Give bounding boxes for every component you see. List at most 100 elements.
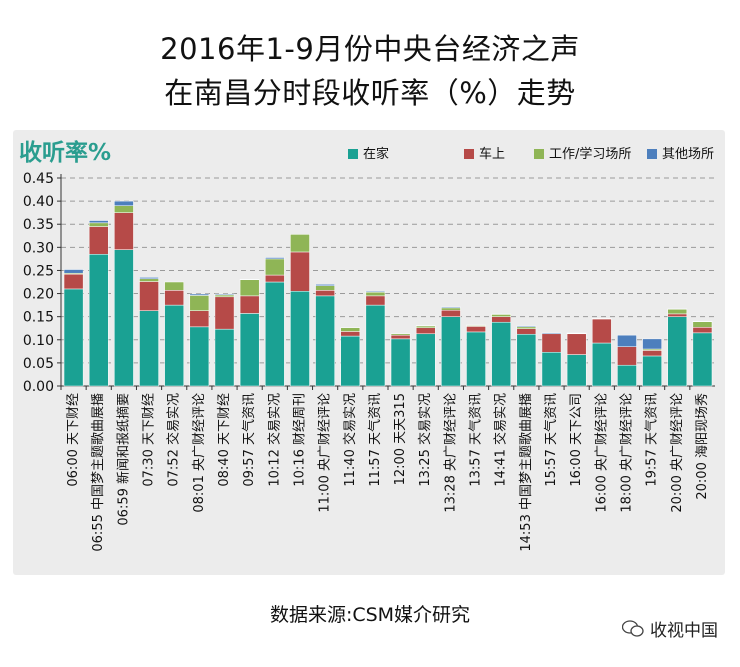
x-tick-label: 13:25 交易实况 <box>417 393 433 487</box>
legend-swatch-1 <box>464 149 474 159</box>
bar-segment-1 <box>214 296 235 330</box>
bar-segment-2 <box>315 285 335 291</box>
bar-segment-3 <box>441 306 461 309</box>
x-tick-label: 07:52 交易实况 <box>166 393 182 487</box>
bar-segment-3 <box>516 325 537 328</box>
y-tick-label: 0.05 <box>23 356 54 372</box>
bar-segment-1 <box>290 251 310 292</box>
bar-segment-3 <box>365 290 386 293</box>
watermark-text: 收视中国 <box>650 621 718 641</box>
bar-segment-3 <box>617 334 637 347</box>
y-tick-label: 0.10 <box>23 333 54 349</box>
bar-segment-3 <box>214 293 235 296</box>
bar-segment-1 <box>189 310 210 328</box>
watermark: 收视中国 <box>622 616 718 641</box>
bar-segment-0 <box>491 321 512 387</box>
bar-segment-0 <box>290 290 310 387</box>
bar-segment-1 <box>88 226 109 255</box>
y-tick-label: 0.00 <box>23 379 54 395</box>
bar-segment-2 <box>516 326 537 329</box>
x-tick-label: 11:40 交易实况 <box>342 393 358 487</box>
bar-segment-0 <box>667 316 688 387</box>
bar-segment-1 <box>114 212 134 250</box>
legend-label-3: 其他场所 <box>662 147 714 162</box>
bar-segment-2 <box>139 278 159 282</box>
bar-segment-0 <box>415 333 436 387</box>
y-tick-label: 0.30 <box>23 240 54 256</box>
y-tick-label: 0.35 <box>23 217 54 233</box>
x-tick-label: 11:57 天气资讯 <box>367 393 383 487</box>
bar-segment-0 <box>516 333 537 387</box>
bar-segment-0 <box>114 249 134 387</box>
bar-segment-2 <box>88 222 109 227</box>
bar-segment-1 <box>617 346 637 366</box>
bar-segment-0 <box>63 288 84 387</box>
bar-segment-1 <box>164 290 185 306</box>
bar-segment-2 <box>692 321 713 328</box>
x-tick-label: 14:41 交易实况 <box>493 393 509 487</box>
x-tick-label: 10:16 财经周刊 <box>292 393 307 487</box>
data-source: 数据来源:CSM媒介研究 <box>269 604 471 626</box>
x-tick-label: 10:12 交易实况 <box>266 393 282 487</box>
x-tick-label: 06:00 天下财经 <box>66 393 81 487</box>
x-tick-label: 09:57 天气资讯 <box>241 393 257 487</box>
bar-segment-0 <box>189 326 210 387</box>
bar-segment-3 <box>189 293 210 296</box>
chart-title-line1: 2016年1-9月份中央台经济之声 <box>160 32 580 66</box>
bar-segment-1 <box>566 333 587 355</box>
x-tick-label: 20:00 海阳现场秀 <box>695 393 710 500</box>
bar-segment-2 <box>441 307 461 311</box>
x-tick-label: 20:00 央广财经评论 <box>670 393 685 513</box>
bar-segment-1 <box>315 290 335 297</box>
bar-segment-0 <box>139 310 159 387</box>
bar-segment-3 <box>139 277 159 280</box>
x-tick-label: 19:57 天气资讯 <box>644 393 660 487</box>
bar-segment-2 <box>390 333 411 336</box>
bar-segment-0 <box>692 332 713 387</box>
bar-segment-0 <box>365 304 386 387</box>
bar-segment-0 <box>466 331 486 387</box>
chart-panel: 收听率% 在家 车上 工作/学习场所 其他场所 0.00 0.05 0.10 0.15 0.20 0… <box>13 130 725 575</box>
bar-segment-2 <box>264 258 285 276</box>
bar-segment-0 <box>441 316 461 387</box>
bar-segment-1 <box>239 295 260 314</box>
bar-segment-2 <box>365 291 386 297</box>
x-tick-label: 06:55 中国梦主题歌曲展播 <box>91 393 106 552</box>
x-tick-label: 11:00 央广财经评论 <box>318 393 333 513</box>
bar-segment-2 <box>189 295 210 311</box>
x-tick-label: 08:40 天下财经 <box>217 393 232 487</box>
bar-segment-0 <box>88 254 109 387</box>
y-tick-label: 0.20 <box>23 287 54 303</box>
bar-segment-0 <box>566 354 587 387</box>
bar-segment-1 <box>692 327 713 334</box>
bar-segment-3 <box>541 332 562 335</box>
legend-label-1: 车上 <box>479 146 505 162</box>
x-tick-label: 13:28 央广财经评论 <box>443 393 458 513</box>
bar-segment-0 <box>164 304 185 387</box>
bar-segment-0 <box>541 352 562 387</box>
bar-segment-3 <box>63 269 84 274</box>
bar-segment-0 <box>390 338 411 387</box>
bar-segment-3 <box>114 200 134 206</box>
bar-segment-0 <box>591 342 612 387</box>
bar-segment-1 <box>591 318 612 344</box>
y-tick-label: 0.25 <box>23 263 54 279</box>
x-tick-label: 13:57 天气资讯 <box>468 393 484 487</box>
bar-segment-1 <box>441 309 461 317</box>
bar-segment-0 <box>214 328 235 387</box>
bar-segment-0 <box>239 313 260 387</box>
bar-segment-1 <box>642 350 662 357</box>
legend-swatch-0 <box>348 149 358 159</box>
legend-label-0: 在家 <box>363 146 389 162</box>
bar-segment-2 <box>491 314 512 317</box>
bar-segment-1 <box>491 316 512 323</box>
bar-segment-2 <box>340 327 361 332</box>
bar-segment-3 <box>315 284 335 286</box>
wechat-icon <box>622 619 644 637</box>
legend-label-2: 工作/学习场所 <box>549 146 631 162</box>
bar-segment-2 <box>214 294 235 298</box>
legend-swatch-3 <box>647 149 657 159</box>
y-tick-label: 0.40 <box>23 194 54 210</box>
bar-segment-1 <box>63 273 84 290</box>
bar-segment-2 <box>239 279 260 297</box>
